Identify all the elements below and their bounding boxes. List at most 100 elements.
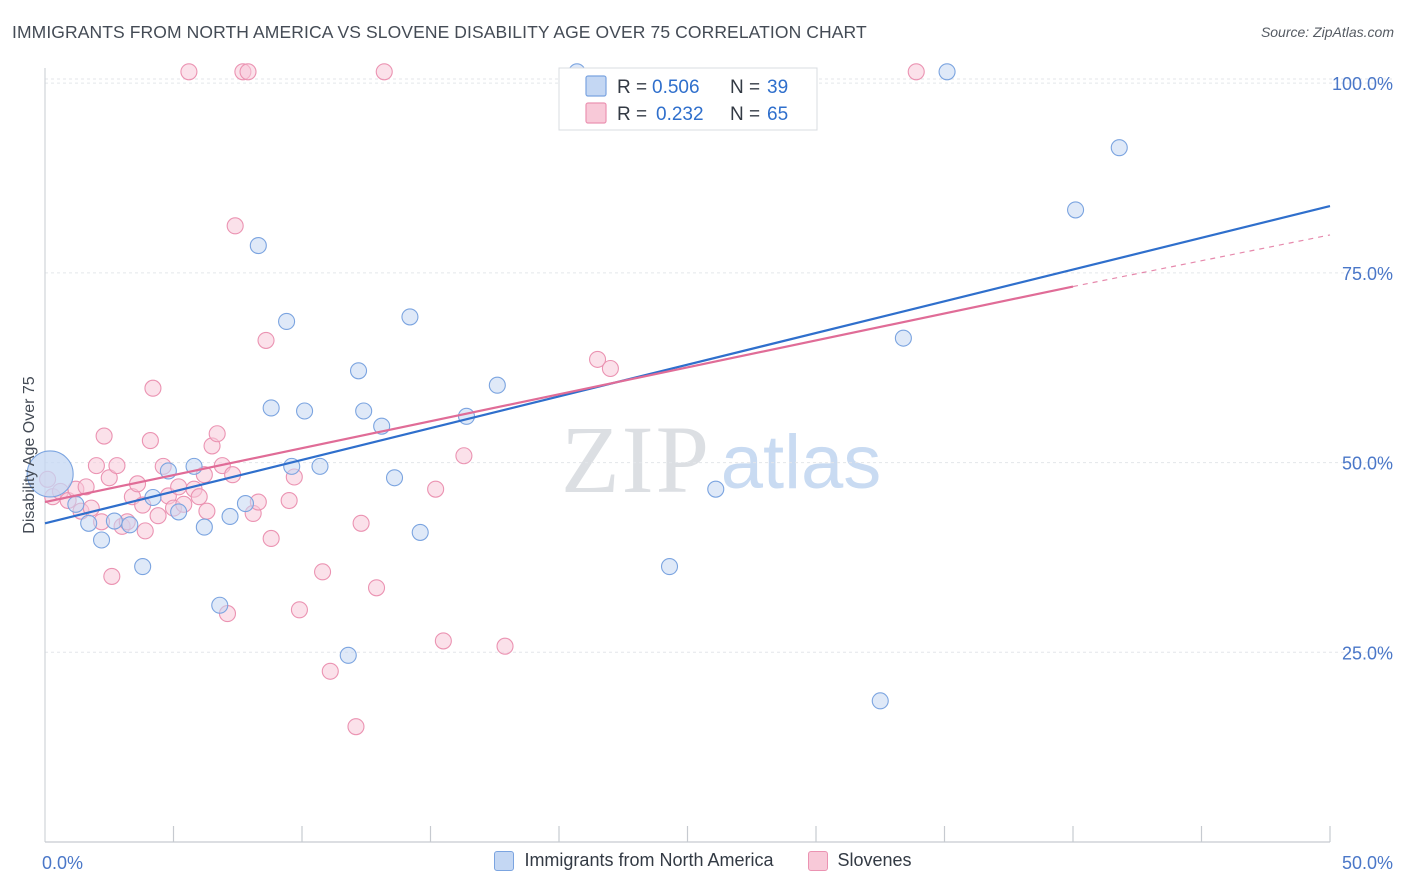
y-axis-label: Disability Age Over 75	[21, 376, 38, 534]
slovenes-point-28[interactable]	[180, 63, 198, 81]
immigrants-point-12[interactable]	[211, 596, 229, 614]
immigrants-point-17[interactable]	[278, 312, 296, 330]
slovenes-point-32[interactable]	[198, 502, 216, 520]
slovenes-point-48[interactable]	[314, 563, 332, 581]
slovenes-point-19[interactable]	[136, 522, 154, 540]
chart-source: Source: ZipAtlas.com	[1260, 24, 1394, 40]
regression-lines	[44, 205, 1331, 525]
slovenes-point-30[interactable]	[190, 488, 208, 506]
immigrants-points	[26, 63, 1128, 710]
slovenes-point-20[interactable]	[141, 432, 159, 450]
slovenes-point-11[interactable]	[100, 469, 118, 487]
y-tick-label-75: 75.0%	[1342, 264, 1393, 284]
x-tick-label-start: 0.0%	[42, 853, 83, 873]
immigrants-point-33[interactable]	[871, 692, 889, 710]
immigrants-point-1[interactable]	[67, 495, 85, 513]
slovenes-point-60[interactable]	[907, 63, 925, 81]
legend-n-label-1: N =	[730, 77, 760, 98]
immigrants-point-36[interactable]	[1067, 201, 1085, 219]
immigrants-point-2[interactable]	[80, 514, 98, 532]
immigrants-point-11[interactable]	[195, 518, 213, 536]
y-tick-label-25: 25.0%	[1342, 643, 1393, 663]
slovenes-point-8[interactable]	[87, 457, 105, 475]
slovenes-point-47[interactable]	[290, 601, 308, 619]
slovenes-point-56[interactable]	[455, 447, 473, 465]
immigrants-point-31[interactable]	[660, 557, 679, 576]
slovenes-point-52[interactable]	[367, 579, 386, 597]
slovenes-point-53[interactable]	[375, 63, 393, 81]
slovenes-regression-extension	[1072, 234, 1331, 288]
immigrants-point-26[interactable]	[401, 308, 419, 326]
grid	[45, 78, 1392, 653]
immigrants-point-16[interactable]	[262, 399, 280, 417]
immigrants-point-3[interactable]	[92, 531, 111, 549]
legend-r-label-2: R =	[617, 104, 647, 125]
slovenes-point-58[interactable]	[588, 350, 607, 368]
y-tick-label-50: 50.0%	[1342, 454, 1393, 474]
slovenes-point-40[interactable]	[239, 63, 257, 81]
legend-label-slovenes: Slovenes	[837, 850, 912, 870]
immigrants-point-32[interactable]	[707, 480, 725, 498]
immigrants-point-20[interactable]	[311, 457, 329, 475]
watermark-zip: ZIP	[561, 406, 711, 513]
immigrants-point-28[interactable]	[457, 407, 476, 425]
immigrants-point-0[interactable]	[26, 450, 74, 498]
immigrants-point-21[interactable]	[339, 646, 357, 664]
immigrants-point-19[interactable]	[296, 402, 314, 420]
legend-bottom: Immigrants from North America Slovenes	[0, 850, 1406, 871]
legend-n-value-1: 39	[767, 77, 788, 98]
slovenes-regression-line	[44, 285, 1074, 504]
slovenes-point-6[interactable]	[77, 478, 95, 496]
immigrants-point-5[interactable]	[121, 516, 139, 534]
legend-swatch-pink	[807, 850, 828, 871]
slovenes-point-34[interactable]	[208, 425, 226, 443]
slovenes-point-54[interactable]	[427, 480, 445, 498]
legend-top: R = 0.506 N = 39 R = 0.232 N = 65	[558, 67, 818, 131]
slovenes-point-49[interactable]	[321, 662, 339, 680]
slovenes-point-38[interactable]	[226, 217, 244, 235]
legend-item-slovenes[interactable]: Slovenes	[807, 850, 912, 871]
slovenes-point-43[interactable]	[257, 331, 275, 349]
y-tick-label-100: 100.0%	[1332, 74, 1393, 94]
slovenes-point-12[interactable]	[103, 567, 121, 585]
slovenes-point-57[interactable]	[496, 637, 514, 655]
immigrants-point-9[interactable]	[170, 503, 188, 521]
immigrants-point-27[interactable]	[411, 523, 429, 541]
slovenes-point-13[interactable]	[108, 457, 126, 475]
legend-n-value-2: 65	[767, 104, 788, 125]
slovenes-point-44[interactable]	[262, 529, 280, 548]
immigrants-point-29[interactable]	[488, 376, 506, 394]
slovenes-point-51[interactable]	[352, 514, 370, 532]
x-ticks	[172, 826, 1331, 842]
legend-item-immigrants[interactable]: Immigrants from North America	[494, 850, 774, 871]
slovenes-point-21[interactable]	[144, 379, 162, 397]
immigrants-point-14[interactable]	[236, 495, 255, 513]
immigrants-point-15[interactable]	[249, 237, 267, 255]
legend-r-value-1: 0.506	[652, 77, 700, 98]
slovenes-point-22[interactable]	[149, 507, 167, 525]
immigrants-point-25[interactable]	[385, 469, 404, 487]
immigrants-point-37[interactable]	[1110, 139, 1128, 157]
legend-top-swatch-pink	[585, 102, 607, 124]
y-tick-labels: 25.0% 50.0% 75.0% 100.0%	[1332, 74, 1393, 663]
immigrants-point-23[interactable]	[355, 402, 373, 420]
legend-top-swatch-blue	[585, 75, 607, 97]
x-tick-label-end: 50.0%	[1342, 853, 1393, 873]
immigrants-regression-line	[44, 205, 1331, 525]
legend-r-value-2: 0.232	[656, 104, 704, 125]
slovenes-point-10[interactable]	[95, 427, 113, 445]
slovenes-point-59[interactable]	[601, 359, 619, 378]
immigrants-point-4[interactable]	[105, 512, 123, 530]
immigrants-point-34[interactable]	[894, 329, 912, 347]
immigrants-point-6[interactable]	[134, 557, 152, 576]
slovenes-points	[39, 63, 925, 736]
immigrants-point-22[interactable]	[349, 362, 368, 380]
watermark: ZIP atlas	[561, 406, 881, 513]
slovenes-point-45[interactable]	[280, 491, 298, 510]
immigrants-point-13[interactable]	[221, 507, 239, 526]
slovenes-point-55[interactable]	[434, 632, 452, 650]
slovenes-point-50[interactable]	[347, 718, 365, 736]
legend-swatch-blue	[494, 850, 515, 871]
immigrants-point-35[interactable]	[938, 63, 956, 81]
